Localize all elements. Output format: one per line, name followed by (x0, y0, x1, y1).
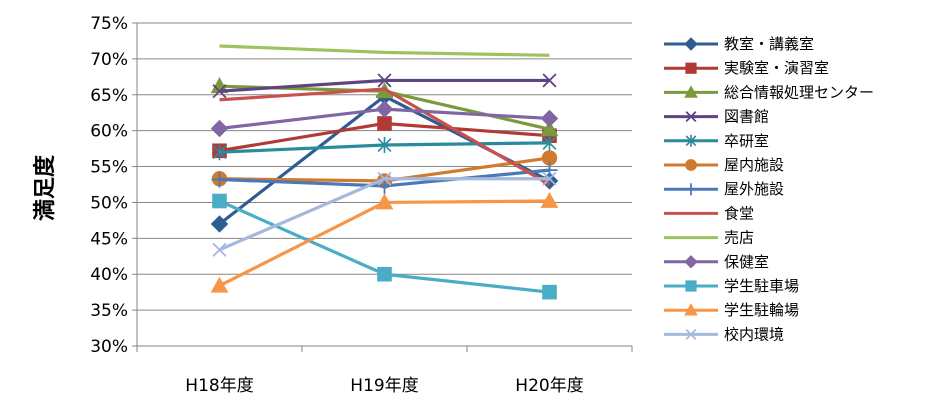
legend-label: 屋外施設 (724, 180, 784, 198)
legend-marker (684, 303, 698, 316)
data-point (210, 276, 229, 293)
legend-item: 学生駐輪場 (664, 301, 799, 319)
y-axis-label: 満足度 (32, 154, 58, 221)
y-tick-label: 45% (90, 229, 128, 249)
legend-marker (684, 255, 698, 269)
data-point (542, 284, 557, 300)
data-point (540, 109, 559, 128)
data-point (210, 77, 229, 94)
legend-marker (685, 159, 697, 171)
legend-label: 学生駐車場 (724, 277, 799, 295)
y-tick-label: 30% (90, 337, 128, 357)
data-point (542, 171, 557, 186)
legend-item: 校内環境 (664, 325, 784, 343)
series-12 (210, 191, 559, 293)
data-point (212, 242, 227, 257)
legend: 教室・講義室実験室・演習室総合情報処理センター図書館卒研室屋内施設屋外施設食堂売… (664, 35, 874, 343)
legend-item: 売店 (664, 229, 754, 247)
legend-marker (685, 183, 697, 196)
series-8 (219, 87, 551, 186)
data-point (210, 215, 229, 233)
y-tick-label: 55% (90, 158, 128, 178)
y-tick-label: 35% (90, 301, 128, 321)
legend-item: 食堂 (664, 204, 754, 222)
y-tick-labels: 30% 35% 40% 45% 50% 55% 60% 65% 70% 75% (90, 14, 128, 357)
legend-item: 教室・講義室 (664, 35, 814, 53)
data-point (376, 177, 393, 194)
series-7 (211, 162, 558, 194)
axes (132, 22, 633, 352)
data-point (377, 266, 392, 282)
legend-label: 売店 (724, 229, 754, 247)
legend-label: 図書館 (724, 108, 769, 126)
y-tick-label: 65% (90, 86, 128, 106)
x-tick-label: H18年度 (185, 376, 253, 396)
data-point (377, 171, 392, 186)
series-line (219, 44, 550, 57)
legend-item: 屋内施設 (664, 156, 784, 174)
legend-item: 保健室 (664, 253, 769, 271)
legend-item: 学生駐車場 (664, 277, 799, 295)
legend-label: 食堂 (724, 204, 754, 222)
data-point (212, 84, 227, 99)
x-tick-label: H20年度 (515, 376, 583, 396)
data-point (541, 162, 558, 179)
legend-label: 総合情報処理センター (724, 83, 874, 101)
data-point (540, 191, 559, 208)
legend-item: 卒研室 (664, 132, 769, 150)
series-5 (212, 134, 557, 161)
y-tick-label: 60% (90, 122, 128, 142)
legend-marker (685, 134, 697, 147)
y-tick-label: 75% (90, 14, 128, 34)
data-point (375, 100, 394, 118)
data-point (377, 137, 392, 154)
legend-marker (684, 37, 698, 51)
data-point (542, 73, 557, 88)
legend-label: 校内環境 (724, 325, 784, 343)
series-lines (210, 44, 559, 300)
legend-marker (685, 280, 697, 292)
data-point (377, 116, 392, 131)
legend-label: 保健室 (724, 253, 769, 271)
y-tick-label: 70% (90, 50, 128, 70)
series-10 (210, 100, 559, 138)
legend-label: 教室・講義室 (724, 35, 814, 53)
y-tick-label: 40% (90, 265, 128, 285)
series-13 (212, 171, 557, 257)
legend-item: 図書館 (664, 108, 769, 126)
x-tick-label: H19年度 (350, 376, 418, 396)
legend-label: 屋内施設 (724, 156, 784, 174)
data-point (212, 193, 227, 209)
legend-label: 卒研室 (724, 132, 769, 150)
data-point (377, 73, 392, 88)
data-point (542, 134, 557, 151)
series-line (219, 87, 551, 186)
legend-marker (685, 111, 697, 123)
legend-marker (684, 85, 698, 98)
legend-item: 屋外施設 (664, 180, 784, 198)
legend-item: 実験室・演習室 (664, 59, 829, 77)
legend-label: 学生駐輪場 (724, 301, 799, 319)
data-point (212, 144, 227, 161)
legend-marker (685, 328, 697, 340)
data-point (375, 193, 394, 210)
legend-item: 総合情報処理センター (664, 83, 874, 101)
data-point (210, 119, 229, 138)
x-tick-labels: H18年度 H19年度 H20年度 (185, 376, 583, 396)
data-point (211, 171, 228, 188)
legend-label: 実験室・演習室 (724, 59, 829, 77)
y-tick-label: 50% (90, 193, 128, 213)
series-11 (212, 193, 557, 300)
legend-marker (685, 62, 697, 74)
series-9 (219, 44, 550, 57)
series-4 (212, 73, 557, 99)
